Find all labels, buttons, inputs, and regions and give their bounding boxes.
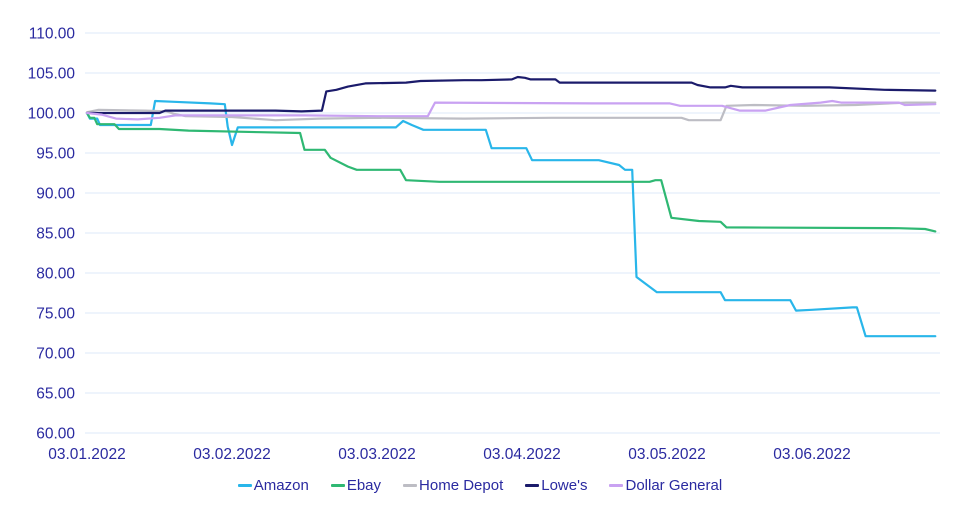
y-axis-tick-label: 105.00 xyxy=(28,66,76,83)
legend-label: Dollar General xyxy=(625,477,723,494)
y-axis-tick-label: 85.00 xyxy=(36,226,75,243)
legend-label: Home Depot xyxy=(419,477,504,494)
legend-dash-icon xyxy=(330,484,345,487)
legend-item-lowe-s[interactable]: Lowe's xyxy=(525,478,587,493)
legend-item-ebay[interactable]: Ebay xyxy=(330,477,382,494)
series-line-lowe-s xyxy=(85,75,937,115)
legend-item-home-depot[interactable]: Home Depot xyxy=(403,478,503,493)
series-line-dollar-general xyxy=(85,99,937,121)
x-axis-tick-label: 03.06.2022 xyxy=(773,446,851,463)
series-line-amazon xyxy=(85,99,937,338)
y-axis-tick-label: 110.00 xyxy=(29,26,76,43)
y-axis-tick-label: 80.00 xyxy=(36,266,75,283)
x-axis-tick-label: 03.04.2022 xyxy=(483,446,561,463)
x-axis-tick-label: 03.02.2022 xyxy=(193,446,271,463)
legend-item-dollar-general[interactable]: Dollar General xyxy=(609,478,722,493)
y-axis-tick-label: 95.00 xyxy=(36,146,75,163)
legend-dash-icon xyxy=(609,484,624,487)
line-chart-canvas: 110.00 105.00 100.00 95.00 90.00 85.00 80.00 75… xyxy=(28,26,940,463)
chart-legend: Amazon Ebay Home Depot Lowe's Dollar General xyxy=(0,478,960,493)
legend-item-amazon[interactable]: Amazon xyxy=(237,477,309,494)
y-axis-tick-label: 70.00 xyxy=(36,346,75,363)
legend-label: Amazon xyxy=(253,477,309,494)
legend-dash-icon xyxy=(237,484,252,487)
legend-label: Lowe's xyxy=(541,477,588,494)
y-axis-tick-label: 65.00 xyxy=(36,386,75,403)
y-axis-tick-label: 90.00 xyxy=(36,186,75,203)
series-line-ebay xyxy=(85,111,937,233)
x-axis-tick-label: 03.01.2022 xyxy=(48,446,126,463)
y-axis-tick-label: 75.00 xyxy=(36,306,75,323)
y-axis-tick-label: 60.00 xyxy=(36,426,75,443)
legend-label: Ebay xyxy=(346,477,382,494)
x-axis-tick-label: 03.05.2022 xyxy=(628,446,706,463)
legend-dash-icon xyxy=(403,484,418,487)
y-axis-tick-label: 100.00 xyxy=(28,106,76,123)
x-axis-tick-label: 03.03.2022 xyxy=(338,446,416,463)
legend-dash-icon xyxy=(525,484,540,487)
